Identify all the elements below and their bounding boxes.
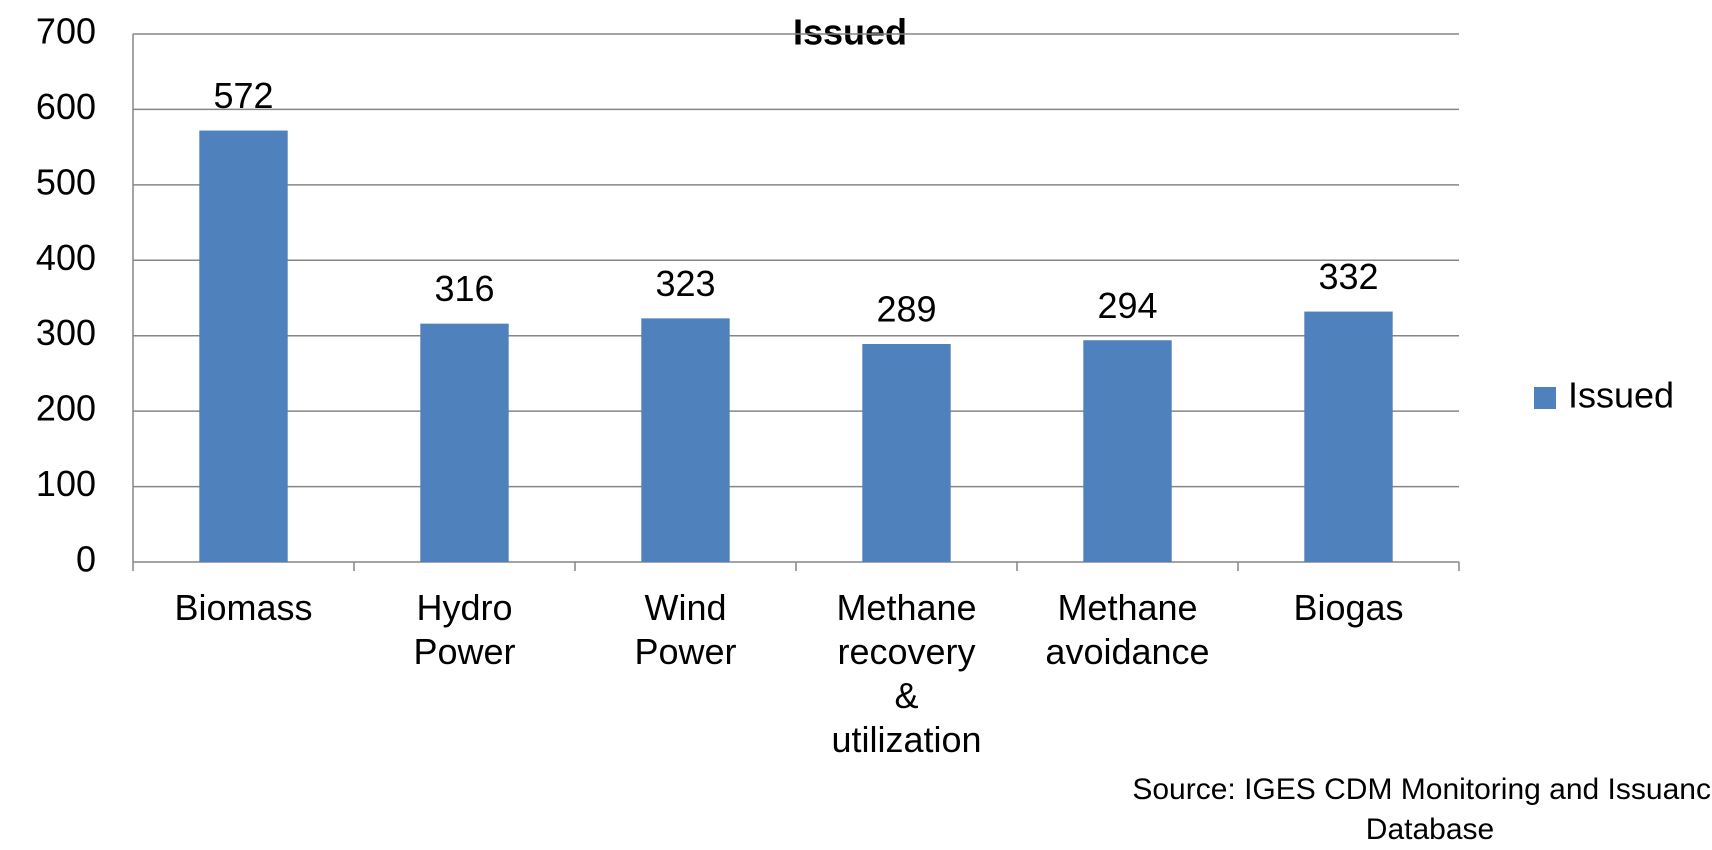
source-note: Source: IGES CDM Monitoring and Issuance… xyxy=(1132,773,1712,846)
bar xyxy=(862,344,951,562)
bar xyxy=(199,130,288,562)
x-tick-label: Biogas xyxy=(1293,587,1404,628)
bar xyxy=(1304,311,1393,562)
chart: Issued 0 100 200 300 400 500 600 700 572 316 323 28… xyxy=(36,11,1674,580)
x-tick-label: Methane avoidance xyxy=(1045,587,1210,672)
bar xyxy=(420,323,509,562)
data-label: 332 xyxy=(1318,256,1378,297)
y-tick-label: 200 xyxy=(36,388,96,429)
data-label: 289 xyxy=(876,289,936,330)
y-tick-label: 700 xyxy=(36,11,96,52)
x-tick-label: Wind Power xyxy=(634,587,737,672)
data-label: 316 xyxy=(434,268,494,309)
page: Issued 0 100 200 300 400 500 600 700 572 316 323 28… xyxy=(35,10,1712,846)
x-tick-label: Hydro Power xyxy=(413,587,516,672)
y-tick-label: 300 xyxy=(36,312,96,353)
y-tick-label: 0 xyxy=(76,539,96,580)
data-label: 323 xyxy=(655,263,715,304)
x-tick-label: Biomass xyxy=(174,587,313,628)
data-label: 572 xyxy=(213,75,273,116)
data-label: 294 xyxy=(1097,285,1157,326)
legend-label: Issued xyxy=(1568,375,1674,416)
chart-title: Issued xyxy=(793,12,907,53)
x-tick-label: Methane recovery & utilization xyxy=(831,587,982,760)
y-tick-label: 400 xyxy=(36,237,96,278)
y-tick-label: 500 xyxy=(36,161,96,202)
bar xyxy=(641,318,730,562)
bar xyxy=(1083,340,1172,562)
y-tick-label: 100 xyxy=(36,463,96,504)
y-tick-label: 600 xyxy=(36,86,96,127)
legend-swatch xyxy=(1534,387,1556,409)
